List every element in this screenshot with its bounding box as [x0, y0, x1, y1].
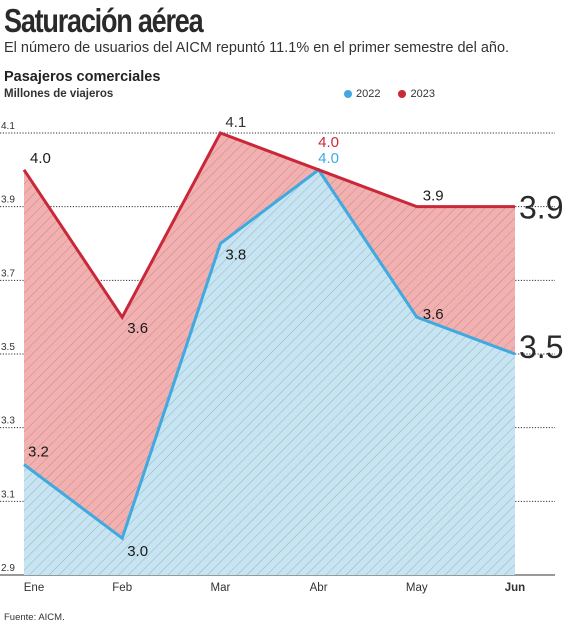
- x-tick-label: Ene: [24, 582, 44, 594]
- chart-title: Pasajeros comerciales: [4, 69, 161, 85]
- series-line-2022: [23, 167, 516, 541]
- x-tick-label: Jun: [505, 582, 525, 594]
- data-label-2023: 4.0: [318, 134, 339, 151]
- y-tick-label: 2.9: [1, 563, 15, 574]
- data-label-2023: 3.6: [127, 320, 148, 337]
- legend-item-2022: 2022: [344, 88, 380, 100]
- data-label-2022: 4.0: [318, 150, 339, 167]
- line-layer: [22, 131, 516, 541]
- data-label-2022: 3.0: [127, 543, 148, 560]
- area-layer: [24, 133, 515, 576]
- x-tick-label: Feb: [112, 582, 132, 594]
- x-tick-label: May: [406, 582, 428, 594]
- data-label-2022: 3.2: [28, 444, 49, 461]
- x-tick-label: Abr: [310, 582, 328, 594]
- hatch-2023: [24, 133, 515, 539]
- y-tick-label: 3.3: [1, 416, 15, 427]
- y-tick-label: 3.1: [1, 489, 15, 500]
- data-label-2022: 3.5: [519, 329, 563, 365]
- chart-ylabel: Millones de viajeros: [4, 88, 114, 100]
- hatch-2022: [24, 169, 515, 576]
- data-label-2022: 3.8: [225, 247, 246, 264]
- y-tick-label: 4.1: [1, 121, 15, 132]
- y-tick-label: 3.5: [1, 342, 15, 353]
- chart-legend: 2022 2023: [344, 88, 435, 100]
- label-layer: Ene Feb Mar Abr May Jun 4.0 3.6 4.1 4.0 3.9 3.9 3.2 3…: [24, 114, 564, 594]
- legend-swatch-2022: [344, 90, 352, 98]
- data-label-2023: 3.9: [519, 190, 563, 226]
- y-tick-label: 3.9: [1, 195, 15, 206]
- series-line-2023: [22, 131, 515, 321]
- legend-label-2023: 2023: [410, 88, 435, 100]
- data-label-2023: 3.9: [423, 188, 444, 205]
- y-tick-label: 3.7: [1, 268, 15, 279]
- source-note: Fuente: AICM.: [4, 612, 65, 623]
- x-tick-label: Mar: [210, 582, 230, 594]
- legend-swatch-2023: [398, 90, 407, 98]
- page-subtitle: El número de usuarios del AICM repuntó 1…: [4, 40, 510, 56]
- page-title: Saturación aérea: [4, 2, 204, 39]
- legend-label-2022: 2022: [356, 88, 381, 100]
- data-label-2023: 4.1: [225, 114, 246, 131]
- data-label-2022: 3.6: [423, 306, 444, 323]
- data-label-2023: 4.0: [30, 150, 51, 167]
- legend-item-2023: 2023: [398, 88, 435, 100]
